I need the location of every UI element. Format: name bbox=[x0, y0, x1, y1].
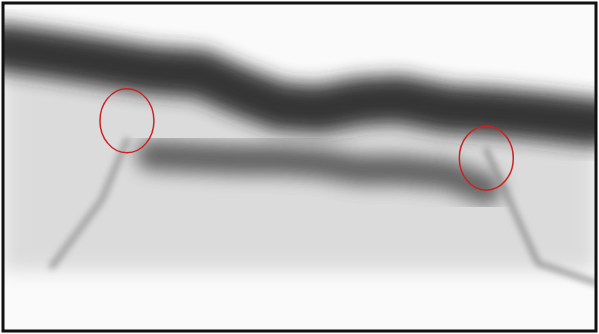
band-shade bbox=[3, 47, 596, 271]
frame bbox=[3, 3, 596, 331]
background bbox=[3, 3, 596, 331]
highlight-circle bbox=[459, 126, 513, 190]
band-trace bbox=[52, 140, 127, 266]
band-trace bbox=[486, 150, 596, 282]
spectrogram bbox=[0, 0, 599, 334]
band-trace bbox=[3, 47, 596, 122]
plot-area bbox=[3, 47, 596, 282]
highlight-circle bbox=[100, 89, 154, 153]
band-trace bbox=[151, 155, 486, 189]
